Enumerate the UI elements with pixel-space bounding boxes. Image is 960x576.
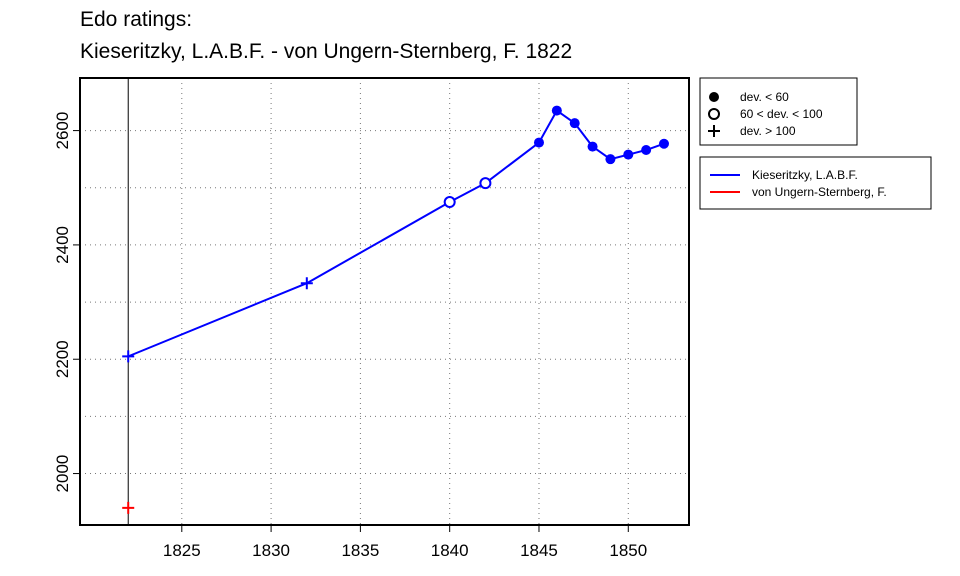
y-tick-label: 2400	[53, 226, 72, 264]
legend-series-label: Kieseritzky, L.A.B.F.	[752, 168, 858, 182]
x-tick-label: 1845	[520, 541, 558, 560]
data-point-plus	[122, 350, 135, 363]
data-point-filled	[658, 138, 669, 149]
x-tick-label: 1850	[609, 541, 647, 560]
legend-series-label: von Ungern-Sternberg, F.	[752, 185, 887, 199]
data-point-filled	[551, 105, 562, 116]
series-line-0	[127, 109, 665, 358]
data-point-filled	[605, 154, 616, 165]
series-legend-box	[699, 156, 932, 210]
x-tick-label: 1825	[163, 541, 201, 560]
data-point-plus	[300, 277, 313, 290]
data-point-filled	[641, 145, 652, 156]
data-point-filled	[569, 118, 580, 129]
legend-marker-filled	[709, 92, 719, 102]
legend-marker-plus	[708, 125, 720, 137]
data-point-filled	[533, 137, 544, 148]
y-tick-label: 2000	[53, 455, 72, 493]
x-tick-label: 1835	[341, 541, 379, 560]
data-point-filled	[623, 149, 634, 160]
marker-legend-box	[699, 77, 858, 146]
chart-subtitle: Kieseritzky, L.A.B.F. - von Ungern-Stern…	[80, 40, 573, 63]
x-tick-label: 1830	[252, 541, 290, 560]
legend-marker-open	[708, 108, 720, 120]
data-point-open	[479, 177, 492, 190]
x-tick-label: 1840	[431, 541, 469, 560]
legend-marker-label: 60 < dev. < 100	[740, 107, 823, 121]
y-tick-label: 2200	[53, 340, 72, 378]
chart-title: Edo ratings:	[80, 8, 193, 31]
y-tick-label: 2600	[53, 112, 72, 150]
legend-marker-label: dev. > 100	[740, 124, 796, 138]
legend-marker-label: dev. < 60	[740, 90, 789, 104]
data-point-plus	[122, 501, 135, 514]
data-point-open	[443, 196, 456, 209]
data-point-filled	[587, 141, 598, 152]
plot-frame	[79, 77, 690, 526]
